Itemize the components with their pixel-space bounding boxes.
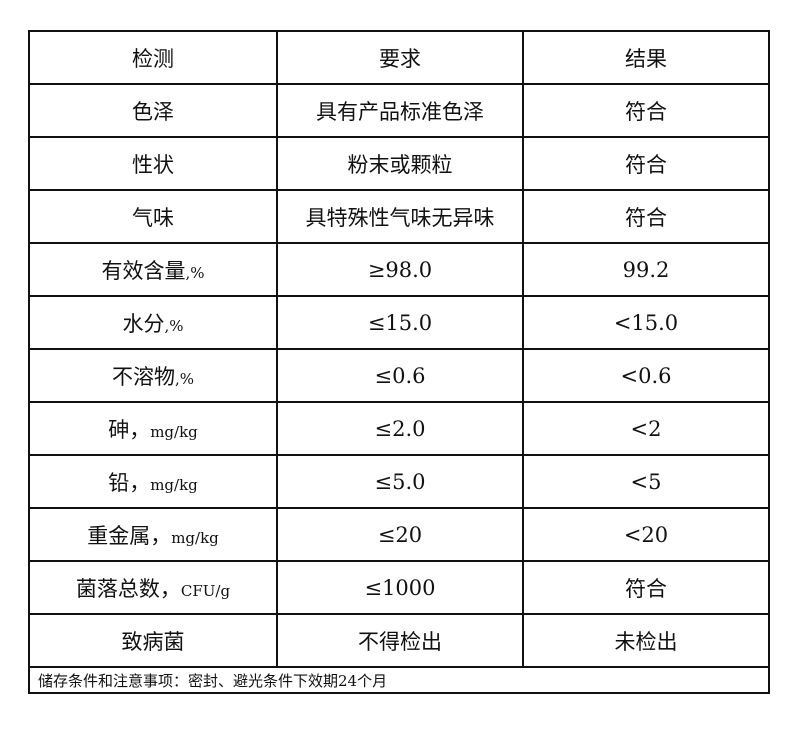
- table-row: 重金属，mg/kg ≤20 <20: [28, 507, 770, 562]
- result-cell: <0.6: [522, 348, 770, 403]
- table-row: 色泽 具有产品标准色泽 符合: [28, 83, 770, 138]
- item-cell: 水分,%: [28, 295, 278, 350]
- table-row: 铅，mg/kg ≤5.0 <5: [28, 454, 770, 509]
- item-unit: mg/kg: [150, 422, 198, 441]
- item-name: 色泽: [132, 99, 174, 124]
- item-cell: 菌落总数，CFU/g: [28, 560, 278, 615]
- requirement-cell: ≤0.6: [276, 348, 524, 403]
- table-row: 菌落总数，CFU/g ≤1000 符合: [28, 560, 770, 615]
- header-cell: 要求: [276, 30, 524, 85]
- item-cell: 性状: [28, 136, 278, 191]
- item-name: 不溶物: [111, 364, 175, 389]
- item-unit: CFU/g: [180, 581, 231, 600]
- result-cell: <5: [522, 454, 770, 509]
- result-cell: <15.0: [522, 295, 770, 350]
- result-cell: 符合: [522, 83, 770, 138]
- item-name: 气味: [132, 205, 174, 230]
- item-cell: 重金属，mg/kg: [28, 507, 278, 562]
- footer-row: 储存条件和注意事项：密封、避光条件下效期24个月: [28, 666, 770, 694]
- item-name: 菌落总数，: [75, 576, 181, 601]
- result-cell: 99.2: [522, 242, 770, 297]
- result-cell: 符合: [522, 136, 770, 191]
- result-cell: 符合: [522, 560, 770, 615]
- result-cell: 符合: [522, 189, 770, 244]
- table-row: 致病菌 不得检出 未检出: [28, 613, 770, 668]
- table-row: 性状 粉末或颗粒 符合: [28, 136, 770, 191]
- item-cell: 不溶物,%: [28, 348, 278, 403]
- item-name: 致病菌: [121, 629, 185, 654]
- item-unit: mg/kg: [150, 475, 198, 494]
- requirement-cell: ≤20: [276, 507, 524, 562]
- item-name: 铅，: [108, 470, 151, 495]
- item-name: 水分: [122, 311, 165, 336]
- table-row: 水分,% ≤15.0 <15.0: [28, 295, 770, 350]
- item-unit: ,%: [174, 369, 195, 388]
- requirement-cell: 具特殊性气味无异味: [276, 189, 524, 244]
- requirement-cell: 具有产品标准色泽: [276, 83, 524, 138]
- header-cell: 结果: [522, 30, 770, 85]
- item-name: 重金属，: [87, 523, 172, 548]
- item-cell: 色泽: [28, 83, 278, 138]
- requirement-cell: 粉末或颗粒: [276, 136, 524, 191]
- requirement-cell: ≤15.0: [276, 295, 524, 350]
- item-unit: ,%: [185, 263, 205, 282]
- item-name: 性状: [132, 152, 174, 177]
- storage-note: 储存条件和注意事项：密封、避光条件下效期24个月: [28, 666, 770, 694]
- inspection-table: 检测 要求 结果 色泽 具有产品标准色泽 符合 性状 粉末或颗粒 符合 气味 具特殊…: [28, 30, 770, 694]
- requirement-cell: ≤5.0: [276, 454, 524, 509]
- item-cell: 致病菌: [28, 613, 278, 668]
- requirement-cell: ≤1000: [276, 560, 524, 615]
- item-cell: 砷，mg/kg: [28, 401, 278, 456]
- header-cell: 检测: [28, 30, 278, 85]
- item-cell: 铅，mg/kg: [28, 454, 278, 509]
- item-unit: mg/kg: [171, 528, 219, 547]
- result-cell: <20: [522, 507, 770, 562]
- result-cell: <2: [522, 401, 770, 456]
- requirement-cell: 不得检出: [276, 613, 524, 668]
- table-row: 砷，mg/kg ≤2.0 <2: [28, 401, 770, 456]
- header-row: 检测 要求 结果: [28, 30, 770, 85]
- requirement-cell: ≤2.0: [276, 401, 524, 456]
- item-name: 有效含量: [101, 258, 186, 283]
- item-cell: 气味: [28, 189, 278, 244]
- table-row: 有效含量,% ≥98.0 99.2: [28, 242, 770, 297]
- item-cell: 有效含量,%: [28, 242, 278, 297]
- table-row: 不溶物,% ≤0.6 <0.6: [28, 348, 770, 403]
- result-cell: 未检出: [522, 613, 770, 668]
- item-name: 砷，: [108, 417, 151, 442]
- requirement-cell: ≥98.0: [276, 242, 524, 297]
- table-row: 气味 具特殊性气味无异味 符合: [28, 189, 770, 244]
- item-unit: ,%: [164, 316, 184, 335]
